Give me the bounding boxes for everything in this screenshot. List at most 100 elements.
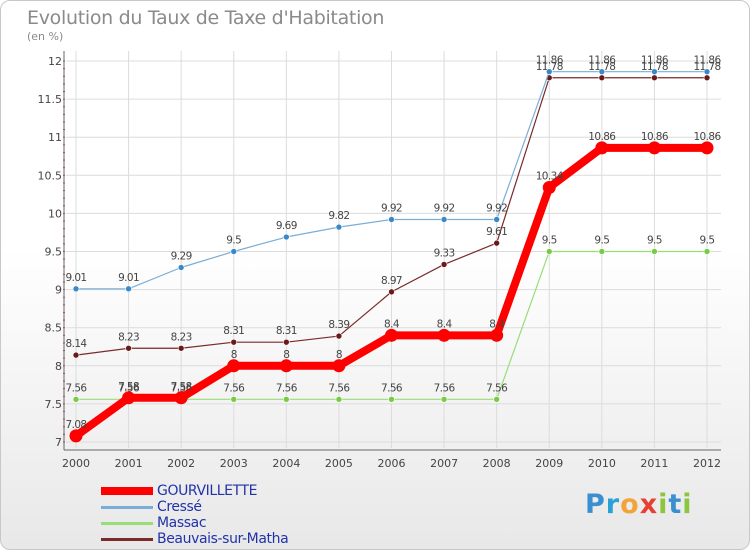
x-tick-label: 2007: [430, 457, 458, 470]
data-point-massac: [545, 248, 553, 255]
data-point-gourvillette: [122, 391, 136, 405]
data-label-massac: 9.5: [700, 235, 715, 247]
data-label-beauvais-sur-matha: 8.23: [118, 331, 139, 343]
logo-letter: o: [620, 489, 640, 520]
data-point-cress-: [230, 248, 238, 255]
data-label-beauvais-sur-matha: 11.78: [536, 61, 563, 73]
x-tick-label: 2008: [483, 457, 511, 470]
y-tick-label: 10: [48, 207, 62, 220]
data-label-gourvillette: 8: [336, 349, 342, 361]
y-tick-label: 7: [55, 436, 62, 449]
y-tick-label: 12: [48, 55, 62, 68]
data-label-gourvillette: 8.4: [384, 318, 400, 330]
unit-label: (en %): [27, 30, 64, 43]
data-point-gourvillette: [647, 141, 661, 155]
data-label-beauvais-sur-matha: 8.31: [276, 325, 297, 337]
x-tick-label: 2000: [62, 457, 90, 470]
data-point-beauvais-sur-matha: [177, 344, 185, 352]
data-point-cress-: [388, 216, 395, 223]
chart-title: Evolution du Taux de Taxe d'Habitation: [27, 7, 385, 29]
legend-swatch: [101, 505, 153, 509]
data-point-cress-: [125, 285, 132, 293]
legend-label: Massac: [157, 515, 207, 531]
legend-item: Massac: [101, 515, 288, 531]
data-point-massac: [440, 396, 448, 403]
legend-swatch: [101, 537, 153, 541]
data-point-cress-: [545, 68, 553, 75]
legend-label: GOURVILLETTE: [157, 483, 258, 499]
data-label-massac: 7.56: [66, 382, 88, 394]
data-label-beauvais-sur-matha: 9.33: [434, 247, 455, 259]
data-point-beauvais-sur-matha: [388, 288, 395, 296]
data-point-gourvillette: [69, 429, 83, 443]
data-point-beauvais-sur-matha: [230, 338, 238, 346]
x-tick-label: 2006: [378, 457, 406, 470]
data-point-massac: [493, 396, 500, 403]
data-point-massac: [388, 396, 395, 403]
logo-letter: i: [658, 489, 669, 520]
legend-swatch: [101, 487, 153, 495]
data-label-massac: 7.56: [434, 382, 456, 394]
y-tick-label: 9.5: [45, 246, 63, 259]
data-point-cress-: [283, 233, 290, 241]
legend-item: Cressé: [101, 499, 288, 515]
data-point-cress-: [440, 216, 448, 223]
data-point-massac: [703, 248, 711, 255]
data-point-beauvais-sur-matha: [598, 74, 606, 82]
x-tick-label: 2012: [693, 457, 721, 470]
data-point-gourvillette: [227, 359, 241, 373]
y-tick-label: 10.5: [38, 169, 63, 182]
data-label-massac: 9.5: [594, 235, 609, 247]
data-label-beauvais-sur-matha: 9.61: [486, 226, 507, 238]
data-point-massac: [598, 248, 606, 255]
logo-letter: r: [605, 489, 621, 520]
data-label-gourvillette: 8: [283, 349, 289, 361]
data-label-massac: 7.56: [486, 382, 508, 394]
data-label-cress-: 9.01: [118, 272, 139, 284]
data-label-gourvillette: 10.86: [693, 131, 721, 143]
data-point-gourvillette: [385, 328, 398, 342]
data-label-gourvillette: 8: [231, 349, 237, 361]
data-label-cress-: 9.92: [434, 202, 455, 214]
data-label-beauvais-sur-matha: 8.23: [171, 331, 192, 343]
data-label-gourvillette: 7.58: [118, 381, 139, 393]
data-label-beauvais-sur-matha: 8.97: [381, 275, 402, 287]
data-label-cress-: 9.5: [226, 235, 241, 247]
data-label-beauvais-sur-matha: 8.31: [223, 325, 244, 337]
data-label-cress-: 9.82: [328, 210, 349, 222]
x-tick-label: 2010: [588, 457, 616, 470]
data-label-gourvillette: 8.4: [437, 318, 453, 330]
data-point-cress-: [703, 68, 711, 75]
data-point-gourvillette: [542, 180, 556, 194]
proxiti-logo: Proxiti: [585, 489, 693, 520]
data-point-cress-: [72, 285, 80, 293]
data-label-massac: 7.56: [223, 382, 245, 394]
data-label-gourvillette: 10.34: [536, 170, 564, 182]
data-point-cress-: [493, 216, 500, 223]
data-point-beauvais-sur-matha: [440, 261, 448, 268]
data-point-beauvais-sur-matha: [493, 239, 500, 247]
data-label-massac: 7.56: [328, 382, 350, 394]
data-point-gourvillette: [490, 328, 504, 342]
data-label-beauvais-sur-matha: 11.78: [693, 61, 720, 73]
data-label-gourvillette: 10.86: [641, 131, 669, 143]
legend-label: Cressé: [157, 499, 202, 515]
x-tick-label: 2005: [325, 457, 353, 470]
data-point-cress-: [177, 264, 185, 271]
data-label-cress-: 9.29: [171, 251, 192, 263]
x-tick-label: 2001: [115, 457, 143, 470]
y-tick-label: 8: [55, 360, 62, 373]
data-point-gourvillette: [437, 328, 451, 342]
data-label-beauvais-sur-matha: 8.14: [66, 338, 88, 350]
x-tick-label: 2004: [272, 457, 300, 470]
chart-legend: GOURVILLETTE Cressé Massac Beauvais-sur-Mat…: [101, 483, 289, 547]
x-tick-label: 2011: [640, 457, 668, 470]
x-tick-label: 2002: [167, 457, 195, 470]
data-point-beauvais-sur-matha: [125, 344, 132, 352]
y-tick-label: 8.5: [45, 322, 63, 335]
data-point-gourvillette: [332, 359, 346, 373]
data-point-gourvillette: [174, 391, 188, 405]
data-point-cress-: [598, 68, 606, 75]
